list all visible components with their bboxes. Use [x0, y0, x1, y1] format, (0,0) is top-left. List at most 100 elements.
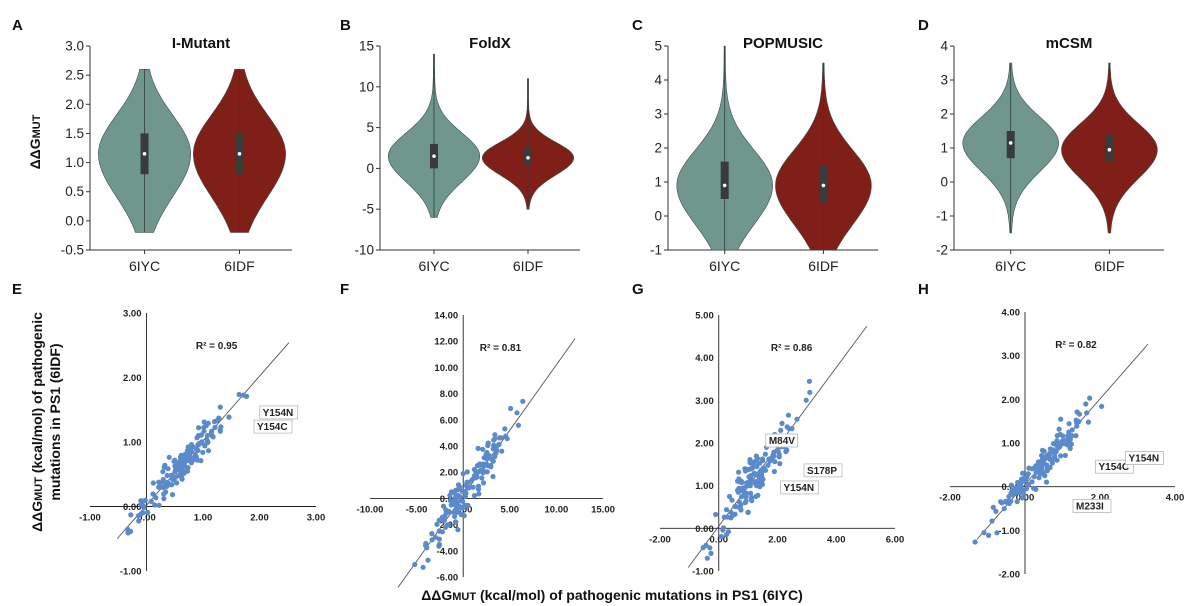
- data-point: [451, 490, 457, 496]
- data-point: [217, 428, 223, 434]
- x-tick-label: -10.00: [357, 504, 384, 515]
- data-point: [1018, 476, 1025, 482]
- data-point: [1099, 403, 1105, 409]
- data-point: [1040, 457, 1046, 463]
- y-tick-label: -1: [936, 209, 948, 224]
- data-point: [1076, 419, 1082, 425]
- data-point: [1054, 457, 1060, 463]
- data-point: [470, 484, 476, 490]
- data-point: [742, 500, 748, 506]
- y-tick-label: 4: [654, 73, 662, 88]
- violin-median: [432, 154, 436, 158]
- violin-median: [526, 155, 530, 160]
- data-point: [784, 424, 790, 430]
- y-tick-label: -0.5: [61, 243, 84, 258]
- violin-median: [1008, 141, 1013, 145]
- panel-title: POPMUSIC: [743, 35, 823, 52]
- data-point: [452, 513, 458, 520]
- data-point: [424, 545, 430, 551]
- data-point: [1043, 479, 1050, 485]
- data-point: [1006, 494, 1012, 500]
- data-point: [769, 457, 775, 463]
- x-tick-label: 6IYC: [129, 258, 160, 274]
- data-point: [771, 468, 778, 475]
- panel-letter: H: [918, 281, 929, 298]
- data-point: [1065, 438, 1071, 444]
- y-tick-label: -4.00: [437, 546, 459, 557]
- y-tick-label: -2: [936, 243, 948, 258]
- data-point: [161, 464, 167, 470]
- y-tick-label: 14.00: [434, 311, 458, 322]
- data-point: [739, 494, 745, 500]
- data-point: [209, 433, 215, 439]
- data-point: [514, 410, 520, 416]
- panel-h: H-2.000.002.004.00-2.00-1.000.001.002.00…: [918, 281, 1184, 581]
- annotation-box: [1095, 459, 1134, 474]
- points: [700, 378, 813, 561]
- data-point: [460, 471, 466, 477]
- data-point: [733, 504, 739, 510]
- data-point: [179, 466, 185, 472]
- data-point: [484, 449, 490, 456]
- y-tick-label: 2.00: [1002, 395, 1021, 406]
- data-point: [1058, 416, 1064, 422]
- data-point: [1026, 465, 1032, 471]
- data-point: [484, 469, 490, 475]
- data-point: [203, 422, 209, 429]
- data-point: [700, 545, 706, 551]
- data-point: [783, 449, 789, 455]
- data-point: [195, 447, 201, 453]
- panel-f: F-10.00-5.000.005.0010.0015.00-6.00-4.00…: [340, 281, 615, 588]
- x-tick-label: 10.00: [545, 504, 569, 515]
- data-point: [762, 467, 769, 473]
- data-point: [236, 391, 242, 398]
- data-point: [728, 509, 734, 515]
- data-point: [436, 536, 442, 542]
- y-tick-label: 4.00: [695, 353, 714, 364]
- data-point: [1076, 411, 1082, 417]
- data-point: [499, 448, 505, 454]
- data-point: [141, 505, 147, 511]
- y-tick-label: -1.00: [998, 526, 1020, 537]
- data-point: [439, 514, 445, 521]
- data-point: [211, 419, 218, 425]
- x-tick-label: 1.00: [194, 513, 213, 524]
- data-point: [737, 504, 743, 510]
- data-point: [1039, 452, 1045, 459]
- annotation-box: [1072, 499, 1112, 513]
- data-point: [743, 491, 749, 498]
- data-point: [1020, 470, 1026, 476]
- y-tick-label: 2.00: [695, 439, 714, 450]
- data-point: [1062, 440, 1068, 447]
- y-tick-label: 15: [359, 39, 374, 54]
- y-tick-label: 1.5: [65, 126, 84, 141]
- data-point: [993, 508, 999, 514]
- data-point: [1024, 474, 1030, 480]
- data-point: [778, 427, 784, 433]
- data-point: [747, 478, 753, 484]
- y-tick-label: 5: [654, 39, 662, 54]
- data-point: [196, 425, 202, 431]
- data-point: [745, 509, 751, 515]
- data-point: [455, 527, 461, 533]
- data-point: [480, 446, 486, 452]
- data-point: [459, 488, 465, 494]
- data-point: [420, 564, 426, 570]
- annotation-label: S178P: [807, 466, 837, 477]
- points: [972, 395, 1105, 545]
- data-point: [166, 454, 172, 460]
- annotation-box: [253, 419, 293, 434]
- data-point: [745, 466, 751, 473]
- annotation-box: [803, 463, 843, 478]
- panel-title: I-Mutant: [172, 35, 230, 52]
- violin-median: [821, 183, 826, 188]
- data-point: [185, 455, 192, 461]
- data-point: [990, 504, 996, 510]
- y-tick-label: 3.00: [123, 309, 142, 320]
- y-tick-label: 5: [366, 120, 374, 135]
- data-point: [981, 530, 987, 536]
- data-point: [136, 518, 142, 524]
- data-point: [998, 499, 1004, 505]
- data-point: [171, 477, 177, 483]
- data-point: [141, 498, 147, 504]
